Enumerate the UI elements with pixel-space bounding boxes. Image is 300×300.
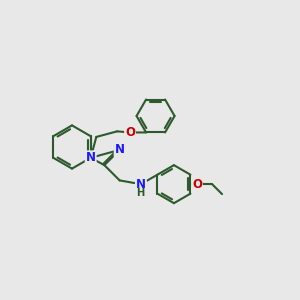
Text: N: N xyxy=(115,143,125,156)
Text: N: N xyxy=(86,151,96,164)
Text: N: N xyxy=(136,178,146,191)
Text: O: O xyxy=(125,126,135,139)
Text: H: H xyxy=(136,188,145,198)
Text: O: O xyxy=(192,178,202,191)
